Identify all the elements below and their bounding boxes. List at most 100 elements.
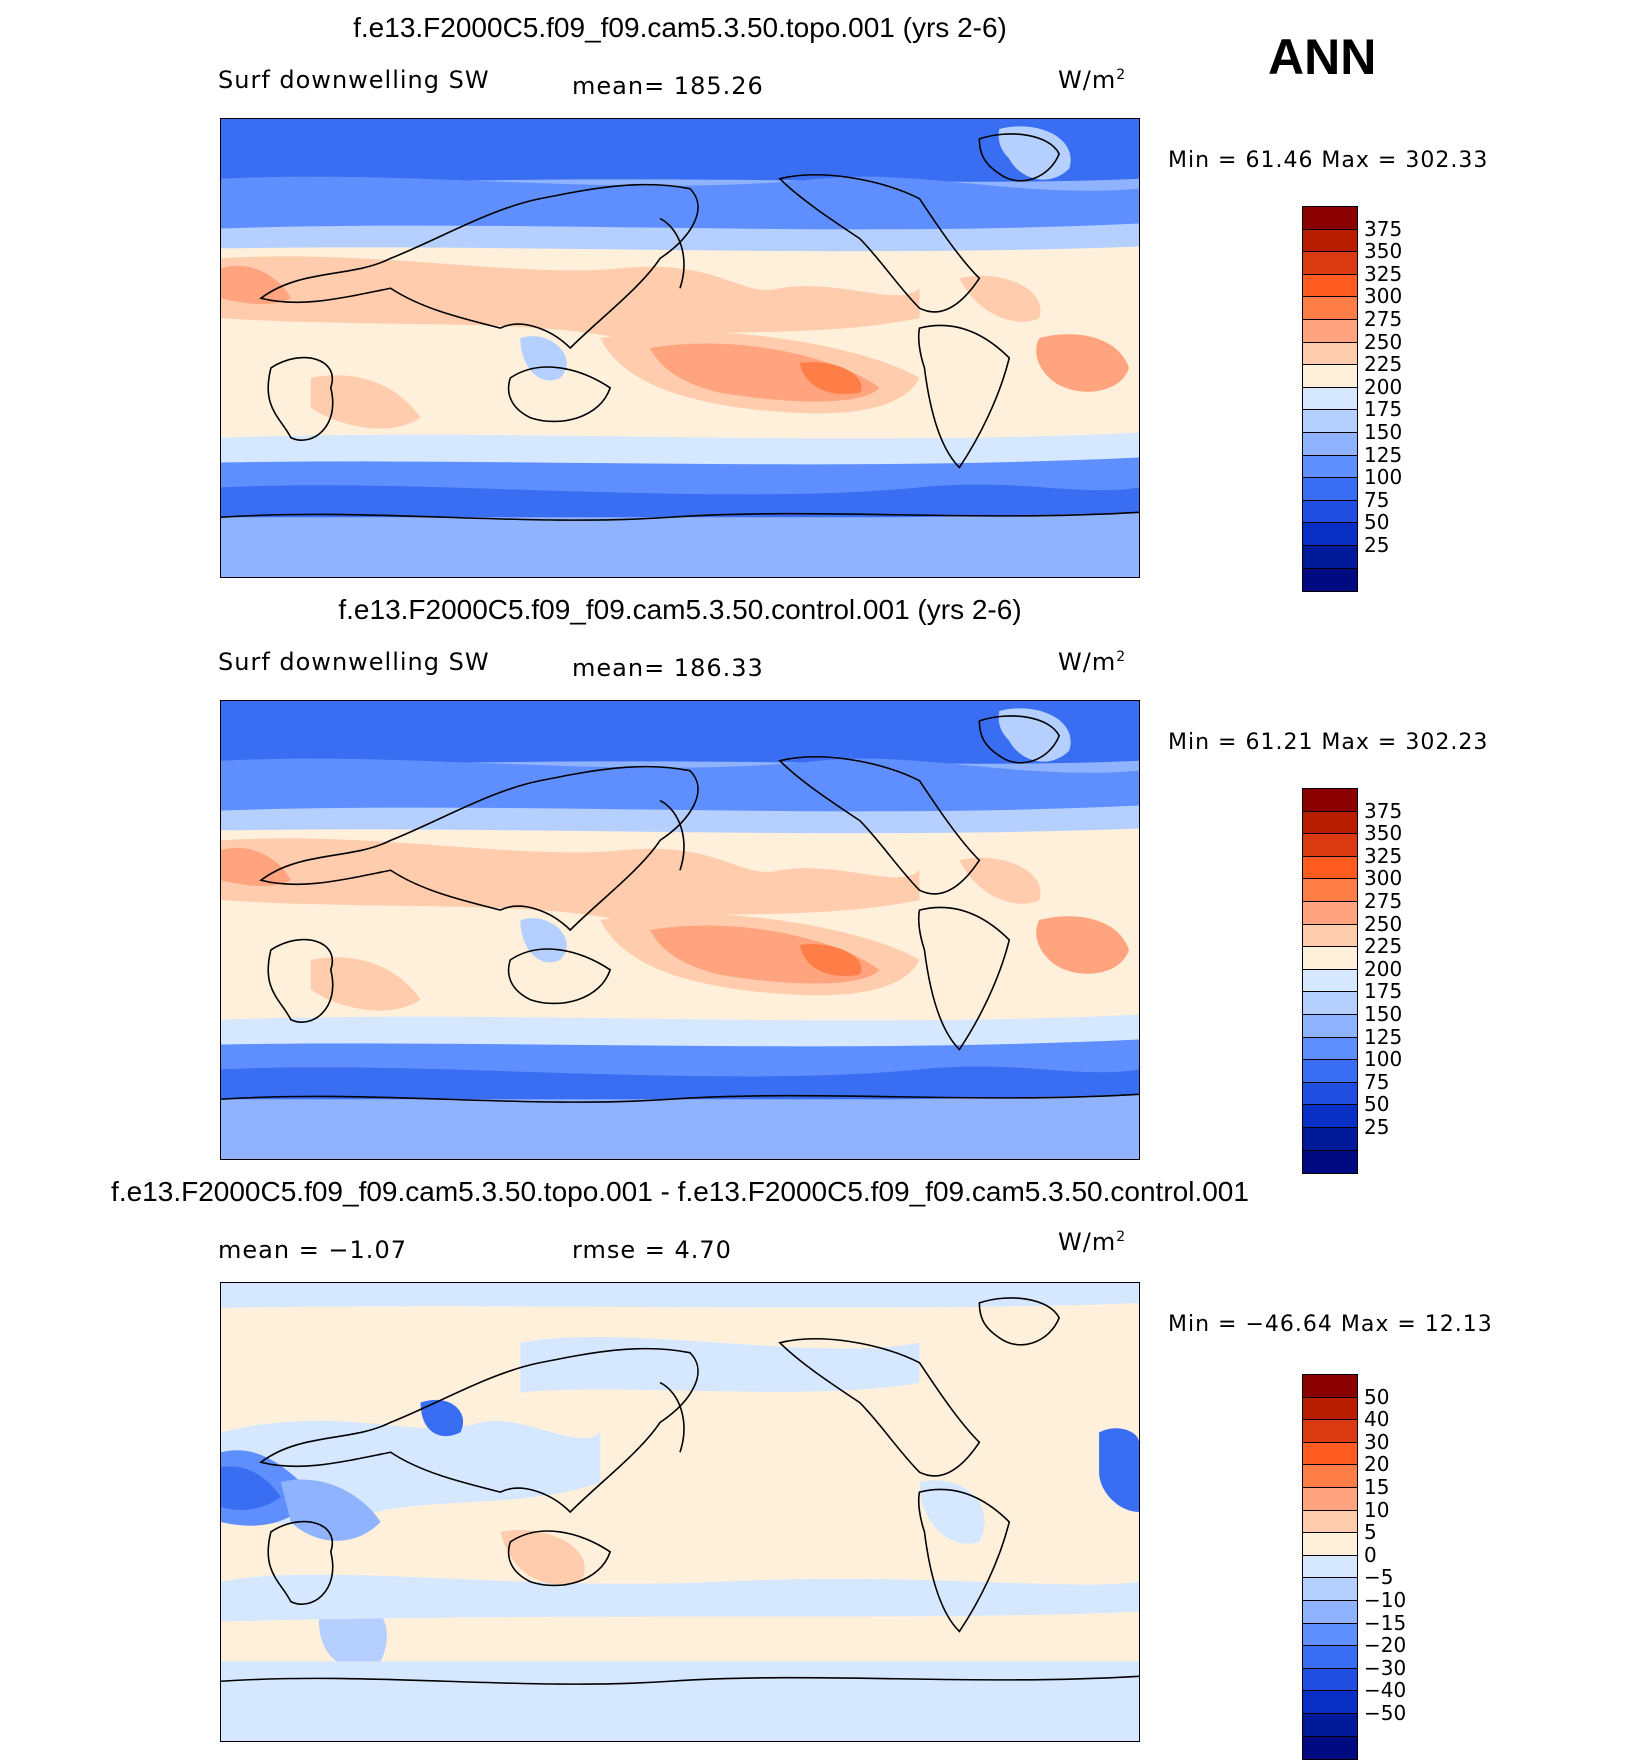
colorbar-tick-label: 50: [1364, 510, 1390, 535]
units-label: W/m2: [1058, 1228, 1127, 1256]
colorbar-cell: [1303, 1487, 1357, 1511]
colorbar-cell: [1303, 387, 1357, 411]
colorbar-cells: [1302, 1374, 1358, 1760]
colorbar-cell: [1303, 1150, 1357, 1174]
rmse-label: rmse = 4.70: [572, 1236, 732, 1264]
colorbar-tick-label: 50: [1364, 1384, 1390, 1409]
colorbar-cells: [1302, 788, 1358, 1175]
colorbar-tick-label: 75: [1364, 1069, 1390, 1094]
colorbar-cell: [1303, 1082, 1357, 1106]
map-control: [220, 700, 1140, 1160]
colorbar-cell: [1303, 947, 1357, 970]
colorbar-cell: [1303, 1060, 1357, 1083]
colorbar-tick-label: 50: [1364, 1092, 1390, 1117]
colorbar-tick-label: 225: [1364, 352, 1403, 377]
colorbar-tick-label: 325: [1364, 261, 1403, 286]
colorbar-cell: [1303, 1533, 1357, 1556]
colorbar-cell: [1303, 1375, 1357, 1398]
colorbar-cell: [1303, 252, 1357, 275]
colorbar-tick-label: 25: [1364, 533, 1390, 557]
colorbar-cell: [1303, 1465, 1357, 1488]
colorbar-cell: [1303, 1668, 1357, 1692]
contour-map: [221, 119, 1139, 577]
colorbar-tick-label: 15: [1364, 1475, 1390, 1499]
colorbar-tick-label: 350: [1364, 821, 1403, 846]
panel-title: f.e13.F2000C5.f09_f09.cam5.3.50.topo.001…: [111, 1176, 1249, 1207]
mean-label: mean= 185.26: [572, 72, 764, 100]
units-label: W/m2: [1058, 648, 1127, 676]
map-topo: [220, 118, 1140, 578]
colorbar-tick-label: 175: [1364, 979, 1403, 1004]
colorbar-cell: [1303, 432, 1357, 456]
colorbar-cell: [1303, 1713, 1357, 1737]
panel-title: f.e13.F2000C5.f09_f09.cam5.3.50.control.…: [338, 594, 1022, 625]
contour-map: [221, 701, 1139, 1159]
colorbar: [1302, 206, 1358, 593]
colorbar-cell: [1303, 523, 1357, 546]
colorbar-tick-label: 200: [1364, 374, 1403, 399]
colorbar-tick-label: 150: [1364, 420, 1403, 444]
minmax-label: Min = 61.21 Max = 302.23: [1168, 730, 1489, 755]
colorbar-cell: [1303, 274, 1357, 298]
colorbar-tick-label: 30: [1364, 1429, 1390, 1454]
colorbar-cell: [1303, 207, 1357, 230]
colorbar-cell: [1303, 789, 1357, 812]
colorbar-cell: [1303, 924, 1357, 948]
contour-map: [221, 1283, 1139, 1741]
units-label: W/m2: [1058, 66, 1127, 94]
colorbar-tick-label: 10: [1364, 1497, 1390, 1522]
colorbar-tick-label: 250: [1364, 329, 1403, 354]
colorbar-tick-label: 75: [1364, 487, 1390, 512]
mean-label: mean = −1.07: [218, 1236, 407, 1264]
minmax-label: Min = −46.64 Max = 12.13: [1168, 1312, 1493, 1337]
colorbar-tick-label: 375: [1364, 798, 1403, 823]
colorbar-tick-label: 175: [1364, 397, 1403, 422]
colorbar-cell: [1303, 319, 1357, 343]
colorbar-cell: [1303, 969, 1357, 993]
colorbar-tick-label: −5: [1364, 1565, 1394, 1590]
colorbar-tick-label: 250: [1364, 911, 1403, 936]
colorbar-cell: [1303, 1600, 1357, 1624]
colorbar-cell: [1303, 342, 1357, 366]
minmax-label: Min = 61.46 Max = 302.33: [1168, 148, 1489, 173]
mean-label: mean= 186.33: [572, 654, 764, 682]
colorbar-cell: [1303, 901, 1357, 925]
colorbar-cell: [1303, 478, 1357, 501]
colorbar-tick-label: 25: [1364, 1115, 1390, 1139]
colorbar-tick-label: −30: [1364, 1655, 1407, 1680]
colorbar-tick-label: 125: [1364, 1024, 1403, 1049]
colorbar-cell: [1303, 856, 1357, 880]
colorbar-tick-label: 300: [1364, 284, 1403, 309]
colorbar-tick-label: −20: [1364, 1633, 1407, 1658]
colorbar-tick-label: −15: [1364, 1610, 1407, 1635]
colorbar-tick-label: 5: [1364, 1520, 1377, 1545]
colorbar-tick-label: 225: [1364, 934, 1403, 959]
colorbar-cell: [1303, 1646, 1357, 1669]
colorbar-tick-label: 200: [1364, 956, 1403, 981]
colorbar-tick-label: 0: [1364, 1542, 1377, 1567]
colorbar-cell: [1303, 455, 1357, 479]
panel-title: f.e13.F2000C5.f09_f09.cam5.3.50.topo.001…: [353, 12, 1007, 43]
colorbar-cell: [1303, 1105, 1357, 1128]
colorbar: [1302, 788, 1358, 1175]
colorbar-tick-label: 325: [1364, 843, 1403, 868]
variable-label: Surf downwelling SW: [218, 648, 490, 676]
colorbar-cell: [1303, 992, 1357, 1015]
colorbar-cell: [1303, 1510, 1357, 1534]
colorbar-cell: [1303, 811, 1357, 835]
colorbar-cell: [1303, 365, 1357, 388]
colorbar: [1302, 1374, 1358, 1760]
colorbar-cell: [1303, 1420, 1357, 1443]
colorbar-cells: [1302, 206, 1358, 593]
colorbar-cell: [1303, 1397, 1357, 1421]
colorbar-tick-label: 20: [1364, 1452, 1390, 1477]
colorbar-cell: [1303, 500, 1357, 524]
colorbar-tick-label: 350: [1364, 239, 1403, 264]
colorbar-cell: [1303, 1555, 1357, 1579]
colorbar-tick-label: 275: [1364, 889, 1403, 913]
colorbar-tick-label: 275: [1364, 307, 1403, 331]
colorbar-cell: [1303, 1691, 1357, 1714]
colorbar-tick-label: 40: [1364, 1407, 1390, 1432]
colorbar-tick-label: 125: [1364, 442, 1403, 467]
colorbar-tick-label: 100: [1364, 1047, 1403, 1072]
